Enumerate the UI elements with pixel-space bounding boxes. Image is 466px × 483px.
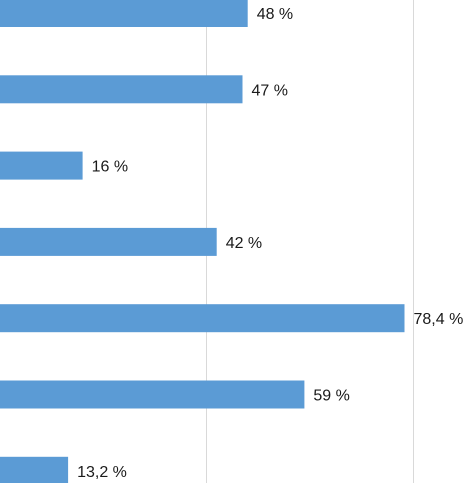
data-label-7: 13,2 %	[77, 464, 127, 481]
data-label-6: 59 %	[313, 388, 349, 405]
data-labels: 48 % 47 % 16 % 42 % 78,4 % 59 % 13,2 %	[77, 6, 463, 481]
data-label-1: 48 %	[257, 6, 293, 23]
bar-4	[0, 227, 217, 256]
bar-6	[0, 380, 305, 409]
data-label-5: 78,4 %	[414, 311, 464, 328]
bar-1	[0, 0, 248, 27]
bars	[0, 0, 405, 483]
data-label-3: 16 %	[92, 159, 128, 176]
bar-5	[0, 304, 405, 333]
data-label-2: 47 %	[252, 82, 288, 99]
data-label-4: 42 %	[226, 235, 262, 252]
bar-3	[0, 151, 83, 180]
bar-2	[0, 75, 243, 104]
bar-7	[0, 456, 69, 483]
